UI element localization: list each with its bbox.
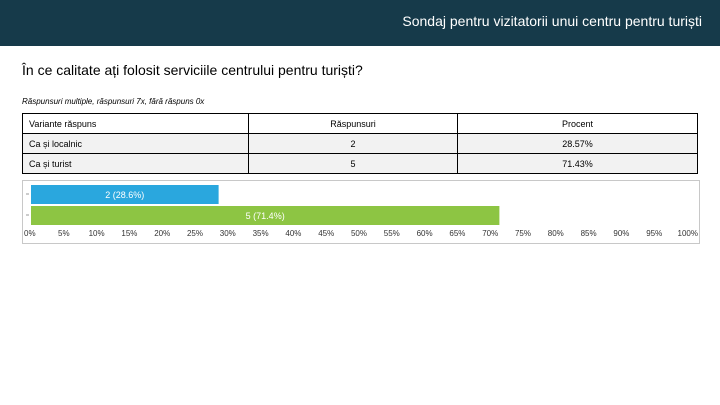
table-row: Ca și localnic 2 28.57%: [22, 133, 698, 154]
table-cell-responses: 2: [248, 133, 458, 154]
response-note: Răspunsuri multiple, răspunsuri 7x, fără…: [22, 97, 205, 106]
question-heading: În ce calitate ați folosit serviciile ce…: [22, 62, 363, 78]
x-tick-label: 80%: [548, 229, 564, 238]
x-tick-label: 70%: [482, 229, 498, 238]
x-tick-label: 90%: [613, 229, 629, 238]
table-cell-responses: 5: [248, 153, 458, 174]
bar-chart: 2 (28.6%) 5 (71.4%) 0% 5% 10% 15% 20% 25% 30% 35%…: [22, 180, 700, 244]
column-header-responses: Răspunsuri: [248, 113, 458, 134]
x-tick-label: 95%: [646, 229, 662, 238]
header-bar: Sondaj pentru vizitatorii unui centru pe…: [0, 0, 720, 46]
bar-data-label: 2 (28.6%): [105, 190, 144, 200]
x-tick-label: 65%: [449, 229, 465, 238]
column-header-percent: Procent: [457, 113, 698, 134]
x-tick-label: 55%: [384, 229, 400, 238]
table-row: Ca și turist 5 71.43%: [22, 153, 698, 174]
x-tick-label: 50%: [351, 229, 367, 238]
x-tick-label: 60%: [417, 229, 433, 238]
bar-2: [31, 206, 500, 225]
x-tick-label: 35%: [253, 229, 269, 238]
table-header-row: Variante răspuns Răspunsuri Procent: [22, 113, 698, 134]
x-tick-label: 10%: [89, 229, 105, 238]
x-tick-label: 30%: [220, 229, 236, 238]
x-tick-label: 100%: [678, 229, 698, 238]
x-tick-label: 85%: [581, 229, 597, 238]
x-tick-label: 5%: [58, 229, 70, 238]
x-tick-label: 40%: [285, 229, 301, 238]
x-tick-label: 45%: [318, 229, 334, 238]
responses-table: Variante răspuns Răspunsuri Procent Ca ș…: [22, 113, 698, 174]
bar-chart-svg: 2 (28.6%) 5 (71.4%) 0% 5% 10% 15% 20% 25% 30% 35%…: [24, 185, 698, 238]
bar-1: [31, 185, 219, 204]
x-tick-label: 0%: [24, 229, 36, 238]
x-tick-label: 25%: [187, 229, 203, 238]
x-tick-label: 20%: [154, 229, 170, 238]
x-tick-label: 75%: [515, 229, 531, 238]
page-title: Sondaj pentru vizitatorii unui centru pe…: [402, 13, 702, 29]
bar-data-label: 5 (71.4%): [246, 211, 285, 221]
table-cell-percent: 28.57%: [457, 133, 698, 154]
table-cell-percent: 71.43%: [457, 153, 698, 174]
table-cell-option: Ca și localnic: [22, 133, 249, 154]
column-header-option: Variante răspuns: [22, 113, 249, 134]
x-tick-label: 15%: [121, 229, 137, 238]
table-cell-option: Ca și turist: [22, 153, 249, 174]
